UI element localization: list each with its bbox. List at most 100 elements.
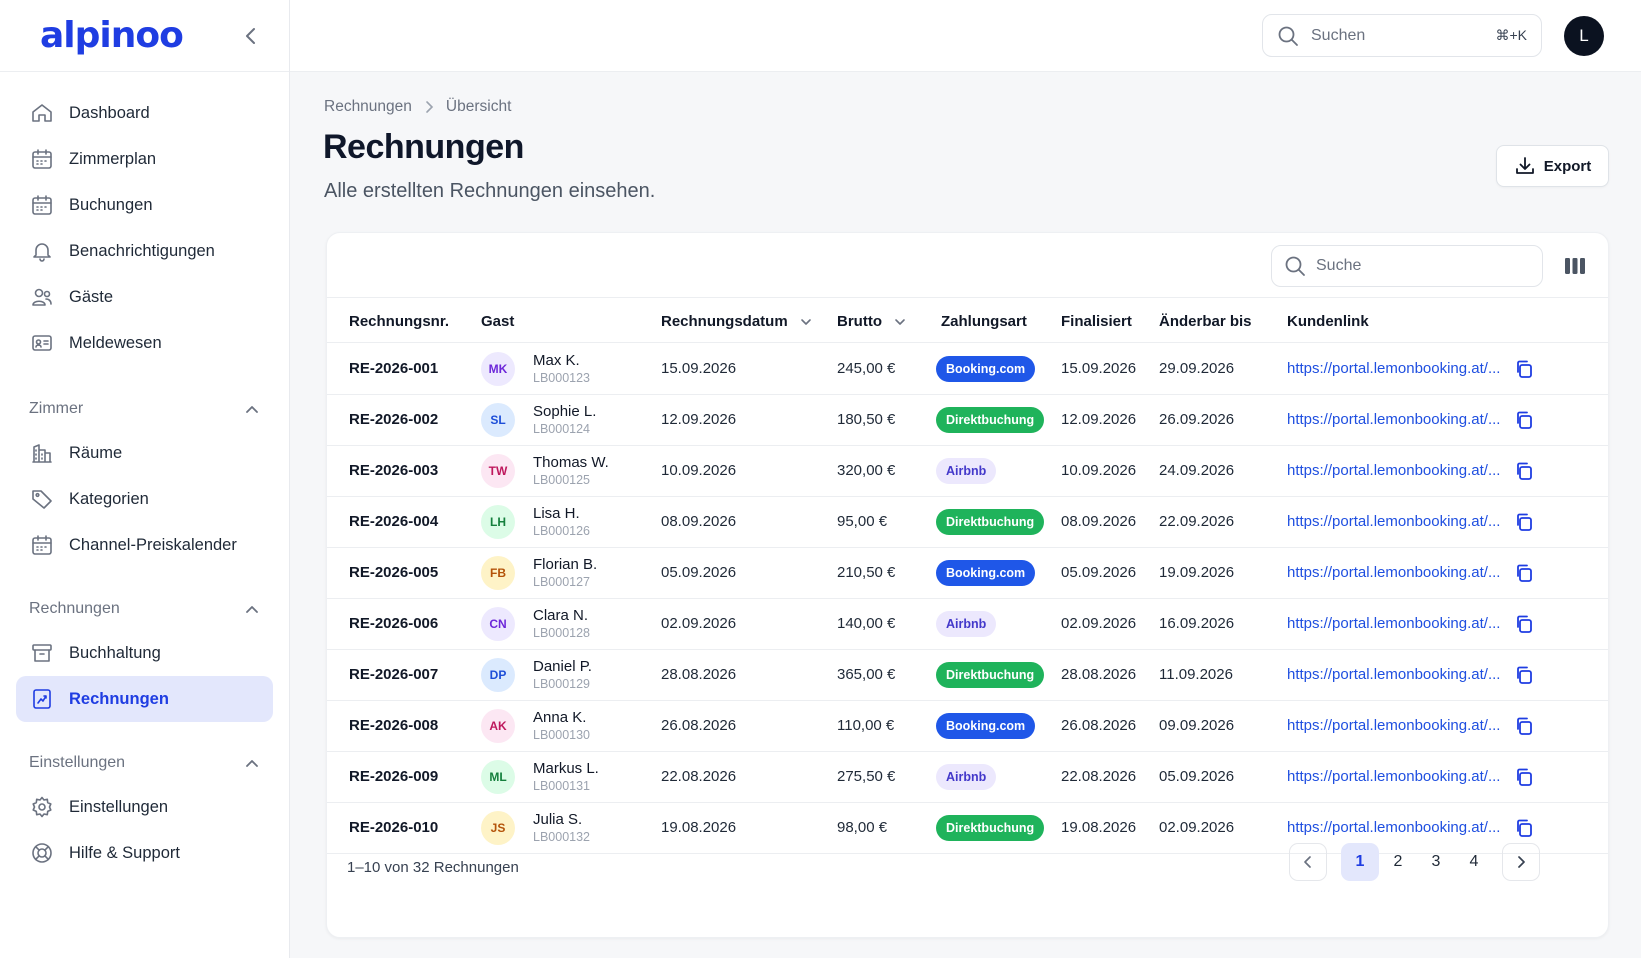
chevron-down-icon bbox=[800, 318, 811, 325]
table-search-input[interactable]: Suche bbox=[1271, 245, 1543, 287]
copy-cell bbox=[1513, 649, 1535, 700]
customer-link[interactable]: https://portal.lemonbooking.at/... bbox=[1287, 768, 1501, 785]
customer-link[interactable]: https://portal.lemonbooking.at/... bbox=[1287, 360, 1501, 377]
breadcrumb-item-rechnungen[interactable]: Rechnungen bbox=[324, 98, 412, 115]
guest-info: Daniel P. LB000129 bbox=[533, 658, 592, 692]
copy-link-button[interactable] bbox=[1513, 460, 1535, 482]
invoice-number: RE-2026-001 bbox=[349, 360, 439, 377]
archive-icon bbox=[32, 644, 52, 662]
prev-page-button[interactable] bbox=[1289, 843, 1327, 881]
copy-link-button[interactable] bbox=[1513, 613, 1535, 635]
sidebar-section-zimmer[interactable]: Zimmer bbox=[0, 388, 289, 430]
column-header-label: Gast bbox=[481, 312, 515, 330]
sidebar-item-hilfe-support[interactable]: Hilfe & Support bbox=[16, 830, 273, 876]
sidebar-item-gäste[interactable]: Gäste bbox=[16, 274, 273, 320]
brand-logo[interactable]: alpinoo bbox=[40, 14, 184, 56]
table-row[interactable]: RE-2026-007 DP Daniel P. LB000129 28.08.… bbox=[327, 649, 1608, 701]
sidebar-item-meldewesen[interactable]: Meldewesen bbox=[16, 320, 273, 366]
search-icon bbox=[1278, 26, 1298, 46]
customer-link[interactable]: https://portal.lemonbooking.at/... bbox=[1287, 615, 1501, 632]
next-page-button[interactable] bbox=[1502, 843, 1540, 881]
table-row[interactable]: RE-2026-002 SL Sophie L. LB000124 12.09.… bbox=[327, 394, 1608, 446]
page-3-button[interactable]: 3 bbox=[1431, 853, 1441, 870]
customer-link[interactable]: https://portal.lemonbooking.at/... bbox=[1287, 411, 1501, 428]
sidebar-item-benachrichtigungen[interactable]: Benachrichtigungen bbox=[16, 228, 273, 274]
guest-info: Lisa H. LB000126 bbox=[533, 505, 590, 539]
table-row[interactable]: RE-2026-009 ML Markus L. LB000131 22.08.… bbox=[327, 751, 1608, 803]
copy-link-button[interactable] bbox=[1513, 562, 1535, 584]
guest-name: Florian B. bbox=[533, 555, 598, 573]
copy-link-button[interactable] bbox=[1513, 715, 1535, 737]
sidebar-item-räume[interactable]: Räume bbox=[16, 430, 273, 476]
sidebar-item-dashboard[interactable]: Dashboard bbox=[16, 90, 273, 136]
editable-until-date: 29.09.2026 bbox=[1159, 360, 1235, 377]
global-search-input[interactable]: Suchen ⌘+K bbox=[1262, 14, 1542, 57]
table-row[interactable]: RE-2026-005 FB Florian B. LB000127 05.09… bbox=[327, 547, 1608, 599]
sidebar-item-icon bbox=[29, 100, 55, 126]
customer-link[interactable]: https://portal.lemonbooking.at/... bbox=[1287, 717, 1501, 734]
invoice-date: 19.08.2026 bbox=[661, 819, 737, 836]
customer-link[interactable]: https://portal.lemonbooking.at/... bbox=[1287, 462, 1501, 479]
table-row[interactable]: RE-2026-003 TW Thomas W. LB000125 10.09.… bbox=[327, 445, 1608, 497]
copy-cell bbox=[1513, 598, 1535, 649]
customer-link[interactable]: https://portal.lemonbooking.at/... bbox=[1287, 666, 1501, 683]
payment-badge: Direktbuchung bbox=[936, 406, 1045, 433]
customer-link-cell: https://portal.lemonbooking.at/... bbox=[1287, 598, 1500, 649]
editable-until-date: 09.09.2026 bbox=[1159, 717, 1235, 734]
collapse-sidebar-button[interactable] bbox=[239, 24, 263, 48]
copy-link-button[interactable] bbox=[1513, 409, 1535, 431]
payment-cell: Airbnb bbox=[936, 598, 997, 649]
user-avatar[interactable]: L bbox=[1564, 16, 1604, 56]
sidebar-item-icon bbox=[29, 146, 55, 172]
guest-cell: DP Daniel P. LB000129 bbox=[481, 649, 592, 700]
page-4-button[interactable]: 4 bbox=[1469, 853, 1479, 870]
column-header-3[interactable]: Brutto bbox=[837, 298, 906, 344]
table-row[interactable]: RE-2026-008 AK Anna K. LB000130 26.08.20… bbox=[327, 700, 1608, 752]
guest-info: Sophie L. LB000124 bbox=[533, 403, 596, 437]
guest-info: Markus L. LB000131 bbox=[533, 760, 599, 794]
sidebar-item-kategorien[interactable]: Kategorien bbox=[16, 476, 273, 522]
sidebar-item-einstellungen[interactable]: Einstellungen bbox=[16, 784, 273, 830]
column-header-1: Gast bbox=[481, 298, 514, 344]
table-row[interactable]: RE-2026-004 LH Lisa H. LB000126 08.09.20… bbox=[327, 496, 1608, 548]
export-button[interactable]: Export bbox=[1496, 145, 1609, 187]
copy-link-button[interactable] bbox=[1513, 817, 1535, 839]
page-2-button[interactable]: 2 bbox=[1393, 853, 1403, 870]
sidebar-item-icon bbox=[29, 640, 55, 666]
column-header-2[interactable]: Rechnungsdatum bbox=[661, 298, 812, 344]
table-row[interactable]: RE-2026-001 MK Max K. LB000123 15.09.202… bbox=[327, 343, 1608, 395]
sidebar-item-channel-preiskalender[interactable]: Channel-Preiskalender bbox=[16, 522, 273, 568]
sidebar-item-buchhaltung[interactable]: Buchhaltung bbox=[16, 630, 273, 676]
sidebar-item-zimmerplan[interactable]: Zimmerplan bbox=[16, 136, 273, 182]
copy-link-button[interactable] bbox=[1513, 664, 1535, 686]
customer-link[interactable]: https://portal.lemonbooking.at/... bbox=[1287, 564, 1501, 581]
breadcrumb: Rechnungen Übersicht bbox=[324, 98, 511, 116]
finalized-date: 28.08.2026 bbox=[1061, 666, 1137, 683]
sidebar-item-buchungen[interactable]: Buchungen bbox=[16, 182, 273, 228]
finalized-date: 02.09.2026 bbox=[1061, 615, 1137, 632]
invoice-date: 02.09.2026 bbox=[661, 615, 737, 632]
sidebar-item-rechnungen[interactable]: Rechnungen bbox=[16, 676, 273, 722]
invoice-date: 05.09.2026 bbox=[661, 564, 737, 581]
customer-link[interactable]: https://portal.lemonbooking.at/... bbox=[1287, 513, 1501, 530]
invoice-date: 12.09.2026 bbox=[661, 411, 737, 428]
page-1-button[interactable]: 1 bbox=[1341, 843, 1379, 881]
guest-name: Daniel P. bbox=[533, 657, 592, 675]
sidebar-section-rechnungen[interactable]: Rechnungen bbox=[0, 588, 289, 630]
finalized-date: 08.09.2026 bbox=[1061, 513, 1137, 530]
table-row[interactable]: RE-2026-006 CN Clara N. LB000128 02.09.2… bbox=[327, 598, 1608, 650]
sidebar-section-einstellungen[interactable]: Einstellungen bbox=[0, 742, 289, 784]
table-row[interactable]: RE-2026-010 JS Julia S. LB000132 19.08.2… bbox=[327, 802, 1608, 854]
customer-link[interactable]: https://portal.lemonbooking.at/... bbox=[1287, 819, 1501, 836]
customer-link-cell: https://portal.lemonbooking.at/... bbox=[1287, 802, 1500, 853]
sidebar-item-icon bbox=[29, 330, 55, 356]
copy-link-button[interactable] bbox=[1513, 511, 1535, 533]
guest-id: LB000125 bbox=[533, 472, 591, 487]
copy-cell bbox=[1513, 802, 1535, 853]
guest-id: LB000127 bbox=[533, 574, 591, 589]
column-header-label: Rechnungsnr. bbox=[349, 312, 450, 330]
copy-link-button[interactable] bbox=[1513, 358, 1535, 380]
copy-link-button[interactable] bbox=[1513, 766, 1535, 788]
columns-toggle-button[interactable] bbox=[1563, 255, 1587, 277]
